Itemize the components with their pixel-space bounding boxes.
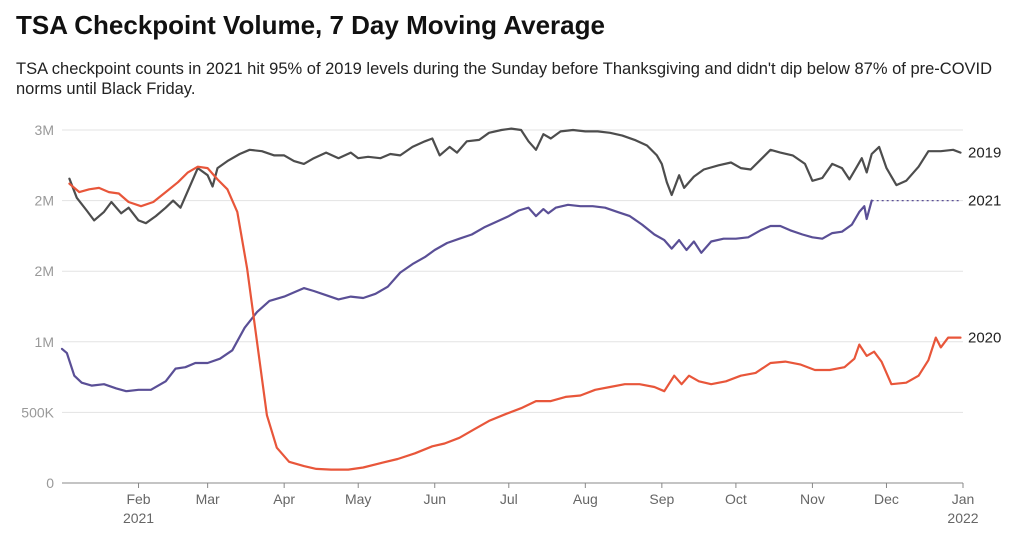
x-tick-label: Nov	[800, 491, 825, 507]
x-tick-label: Jul	[500, 491, 518, 507]
series-line-2019	[68, 127, 962, 225]
chart-title: TSA Checkpoint Volume, 7 Day Moving Aver…	[16, 10, 605, 40]
series-line-2020	[68, 165, 962, 471]
chart-subtitle: TSA checkpoint counts in 2021 hit 95% of…	[16, 60, 993, 98]
y-tick-label: 0	[46, 475, 54, 491]
y-tick-label: 2M	[35, 263, 54, 279]
y-tick-label: 500K	[21, 404, 54, 420]
x-tick-label: Feb	[126, 491, 150, 507]
series-labels: 2019 2021 2020	[968, 145, 1001, 347]
y-tick-label: 1M	[35, 334, 54, 350]
x-tick-label: Dec	[874, 491, 899, 507]
x-tick-label: Jun	[423, 491, 446, 507]
y-axis-tick-labels: 0 500K 1M 2M 2M 3M	[21, 122, 54, 491]
grid-lines	[62, 129, 963, 484]
x-tick-label: Aug	[573, 491, 598, 507]
series-lines	[60, 127, 962, 471]
x-tick-label: Mar	[196, 491, 220, 507]
y-tick-label: 2M	[35, 193, 54, 209]
x-tick-label: Sep	[649, 491, 674, 507]
series-label-2021: 2021	[968, 193, 1001, 210]
x-tick-label: Oct	[725, 491, 747, 507]
series-line-2021	[60, 199, 873, 393]
x-tick-year-label: 2021	[123, 510, 154, 526]
x-tick-label: Jan	[952, 491, 975, 507]
y-tick-label: 3M	[35, 122, 54, 138]
series-label-2019: 2019	[968, 145, 1001, 162]
x-tick-label: Apr	[273, 491, 295, 507]
series-label-2020: 2020	[968, 330, 1001, 347]
x-tick-label: May	[345, 491, 371, 507]
x-axis: Feb 2021 Mar Apr May Jun Jul Aug Sep Oct Nov Dec Jan…	[123, 483, 979, 526]
x-tick-year-label: 2022	[947, 510, 978, 526]
